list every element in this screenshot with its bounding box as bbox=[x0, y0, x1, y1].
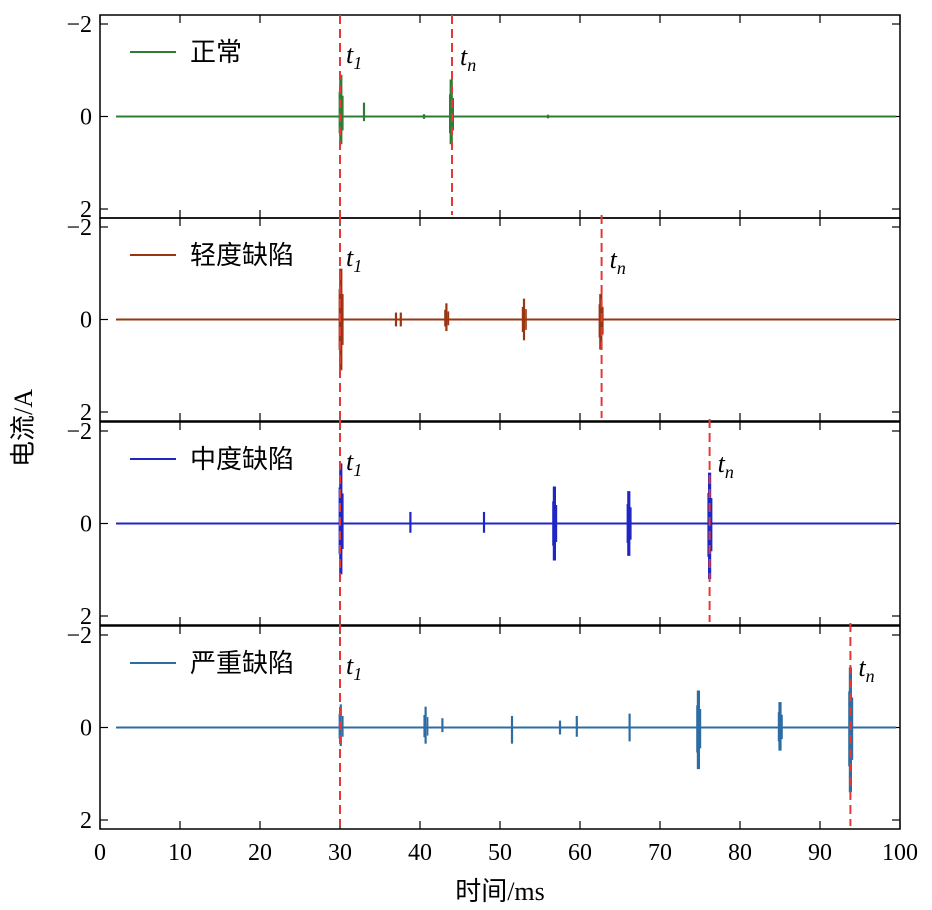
legend-label: 正常 bbox=[190, 38, 242, 67]
y-tick-label: −2 bbox=[66, 12, 92, 38]
y-tick-label: 0 bbox=[80, 512, 92, 538]
marker-subscript: 1 bbox=[353, 53, 362, 73]
legend-label: 轻度缺陷 bbox=[190, 241, 294, 270]
marker-main: t bbox=[346, 40, 354, 69]
y-tick-label: −2 bbox=[66, 215, 92, 241]
t1-marker-label: t1 bbox=[346, 243, 362, 276]
x-tick-label: 50 bbox=[488, 840, 512, 866]
marker-subscript: 1 bbox=[353, 256, 362, 276]
x-tick-label: 10 bbox=[168, 840, 192, 866]
tn-marker-label: tn bbox=[858, 653, 874, 686]
marker-main: t bbox=[718, 449, 726, 478]
x-tick-label: 100 bbox=[882, 840, 918, 866]
legend-label: 严重缺陷 bbox=[190, 649, 294, 678]
signal-pulse bbox=[444, 303, 450, 332]
y-tick-label: −2 bbox=[66, 419, 92, 445]
y-tick-label: 0 bbox=[80, 105, 92, 131]
x-axis-title: 时间/ms bbox=[455, 877, 545, 906]
y-tick-label: 2 bbox=[80, 808, 92, 834]
y-axis-title: 电流/A bbox=[9, 389, 38, 467]
marker-subscript: n bbox=[866, 666, 875, 686]
t1-marker-label: t1 bbox=[346, 40, 362, 73]
x-tick-label: 40 bbox=[408, 840, 432, 866]
t1-marker-label: t1 bbox=[346, 447, 362, 480]
signal-pulse bbox=[626, 491, 632, 556]
y-tick-label: 2 bbox=[80, 197, 92, 223]
y-tick-label: 0 bbox=[80, 308, 92, 334]
y-tick-label: 0 bbox=[80, 716, 92, 742]
marker-subscript: n bbox=[725, 462, 734, 482]
x-tick-label: 70 bbox=[648, 840, 672, 866]
marker-subscript: 1 bbox=[353, 460, 362, 480]
x-tick-label: 30 bbox=[328, 840, 352, 866]
marker-main: t bbox=[346, 651, 354, 680]
signal-pulse bbox=[777, 702, 783, 751]
signal-pulse bbox=[552, 486, 558, 561]
x-tick-label: 80 bbox=[728, 840, 752, 866]
t1-marker-label: t1 bbox=[346, 651, 362, 684]
signal-pulse bbox=[696, 690, 702, 770]
y-tick-label: 2 bbox=[80, 400, 92, 426]
marker-main: t bbox=[346, 447, 354, 476]
signal-pulse bbox=[423, 706, 429, 744]
x-tick-label: 90 bbox=[808, 840, 832, 866]
y-tick-label: −2 bbox=[66, 623, 92, 649]
legend-label: 中度缺陷 bbox=[190, 445, 294, 474]
y-tick-label: 2 bbox=[80, 604, 92, 630]
x-tick-label: 0 bbox=[94, 840, 106, 866]
x-tick-label: 20 bbox=[248, 840, 272, 866]
marker-subscript: n bbox=[467, 55, 476, 75]
marker-main: t bbox=[858, 653, 866, 682]
tn-marker-label: tn bbox=[610, 245, 626, 278]
marker-main: t bbox=[610, 245, 618, 274]
x-axis: 0 10 20 30 40 50 60 70 80 90 100 bbox=[94, 840, 918, 866]
tn-marker-label: tn bbox=[718, 449, 734, 482]
signal-pulse bbox=[521, 298, 527, 341]
tn-marker-label: tn bbox=[460, 42, 476, 75]
x-tick-label: 60 bbox=[568, 840, 592, 866]
marker-subscript: n bbox=[617, 258, 626, 278]
marker-subscript: 1 bbox=[353, 664, 362, 684]
marker-main: t bbox=[460, 42, 468, 71]
marker-main: t bbox=[346, 243, 354, 272]
